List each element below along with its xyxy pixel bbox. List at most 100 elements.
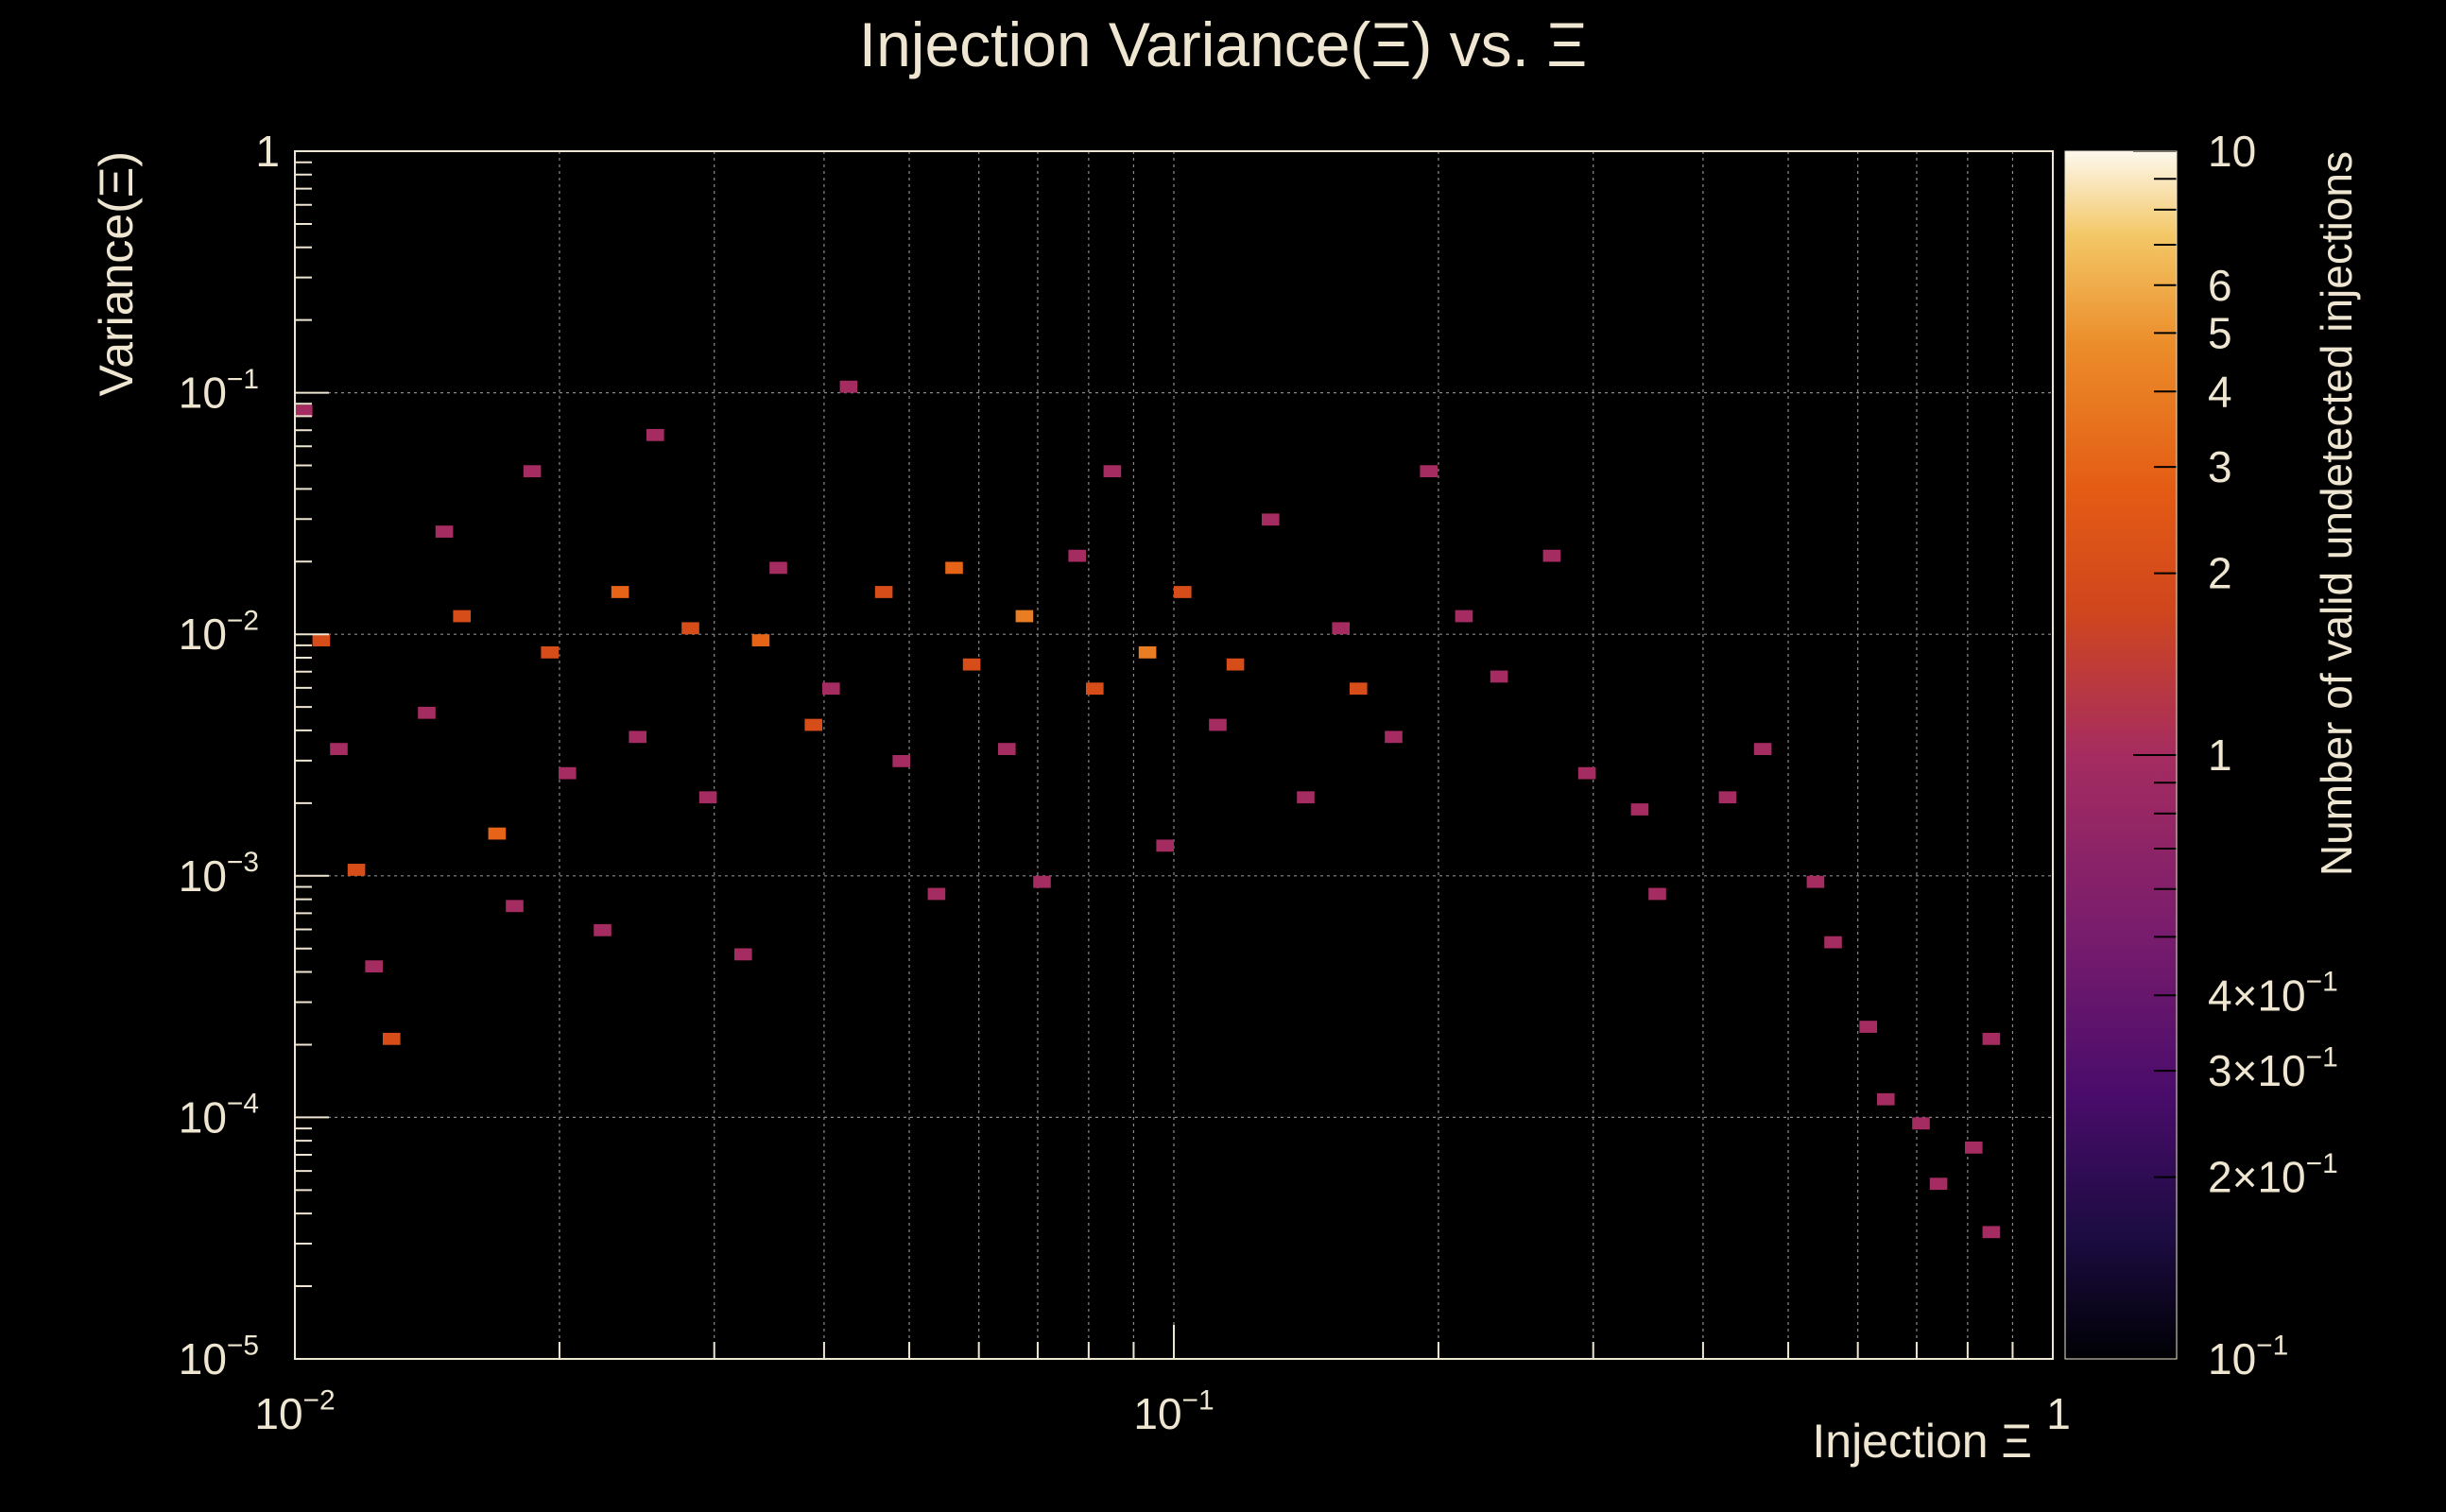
heatmap-cell [1753, 743, 1772, 755]
colorbar-tick-label-base: 10 [2208, 127, 2256, 176]
heatmap-cell [365, 960, 383, 973]
heatmap-cell [998, 743, 1016, 755]
heatmap-cell [769, 561, 787, 575]
heatmap-cell [804, 718, 822, 731]
colorbar-tick-label-exp: −1 [2306, 967, 2338, 998]
colorbar-tick-label: 6 [2208, 261, 2232, 310]
x-tick-label-base: 10 [1133, 1389, 1181, 1438]
colorbar-tick-label-exp: −1 [2256, 1330, 2288, 1361]
heatmap-cell [559, 766, 577, 780]
heatmap-cell [751, 634, 770, 646]
heatmap-cell [1824, 936, 1842, 949]
colorbar-tick-label: 4×10−1 [2208, 967, 2338, 1021]
colorbar-tick-label: 3 [2208, 442, 2232, 491]
x-tick-label-base: 10 [254, 1389, 302, 1438]
y-axis-label: Variance(Ξ) [90, 151, 143, 396]
y-tick-label-base: 10 [179, 369, 227, 418]
colorbar-tick-label: 4 [2208, 367, 2232, 416]
heatmap-cell [1490, 670, 1508, 683]
heatmap-cell [312, 634, 331, 646]
y-tick-label-exp: −4 [227, 1089, 259, 1120]
heatmap-cell [1174, 586, 1192, 598]
heatmap-cell [453, 610, 471, 623]
heatmap-cell [1859, 1021, 1877, 1033]
x-tick-label-base: 1 [2046, 1389, 2071, 1438]
colorbar-label: Number of valid undetected injections [2312, 151, 2361, 876]
heatmap-cell [1542, 549, 1561, 562]
heatmap-cell [383, 1032, 401, 1045]
heatmap-cell [1015, 610, 1034, 623]
colorbar-tick-label-base: 3×10 [2208, 1046, 2306, 1095]
y-tick-label: 1 [255, 127, 280, 176]
heatmap-cell [1982, 1226, 2001, 1239]
heatmap-cell [1103, 465, 1122, 478]
x-axis-label: Injection Ξ [1812, 1415, 2032, 1468]
colorbar-tick-label-base: 4 [2208, 367, 2232, 416]
y-tick-label-base: 10 [179, 851, 227, 901]
colorbar-tick-label: 2 [2208, 549, 2232, 598]
y-tick-labels: 110−110−210−310−410−5 [179, 127, 280, 1383]
colorbar-tick-label-base: 10 [2208, 1334, 2256, 1383]
heatmap-cell [1226, 658, 1245, 671]
heatmap-cell [629, 730, 646, 744]
heatmap-cell [1033, 875, 1051, 888]
x-tick-label-exp: −2 [303, 1384, 336, 1416]
heatmap-cells [295, 380, 2001, 1239]
heatmap-cell [646, 428, 664, 441]
heatmap-cell [839, 380, 858, 393]
heatmap-cell [945, 561, 963, 575]
x-tick-label: 10−2 [254, 1384, 335, 1438]
heatmap-cell [1332, 622, 1350, 635]
heatmap-cell [594, 923, 612, 936]
heatmap-cell [1630, 803, 1649, 816]
heatmap-cell [1965, 1141, 1983, 1154]
y-tick-label: 10−1 [179, 364, 259, 418]
colorbar-ticks [2064, 150, 2178, 1360]
heatmap-cell [418, 706, 436, 719]
heatmap-cell [1648, 887, 1666, 901]
colorbar-tick-label-base: 2 [2208, 549, 2232, 598]
heatmap-cell [541, 645, 559, 659]
heatmap-cell [1806, 875, 1825, 888]
colorbar-tick-label-base: 5 [2208, 308, 2232, 357]
heatmap-cell [435, 525, 454, 538]
y-tick-label-base: 1 [255, 127, 280, 176]
y-tick-label-exp: −1 [227, 364, 259, 395]
y-tick-label: 10−5 [179, 1330, 259, 1383]
x-tick-labels: 10−2 10−1 1 [254, 1384, 2070, 1438]
colorbar-tick-label: 10−1 [2208, 1330, 2288, 1383]
heatmap-cell [734, 948, 752, 961]
heatmap-cell [681, 622, 699, 635]
heatmap-cell [1982, 1032, 2001, 1045]
heatmap-cell [611, 586, 629, 598]
colorbar-tick-label-exp: −1 [2306, 1041, 2338, 1073]
heatmap-cell [1455, 610, 1473, 623]
heatmap-cell [488, 827, 507, 840]
axes [294, 150, 2054, 1360]
heatmap-cell [1209, 718, 1227, 731]
heatmap-cell [330, 743, 348, 755]
colorbar-tick-label-base: 1 [2208, 730, 2232, 780]
heatmap-cell [347, 864, 366, 876]
heatmap-cell [927, 887, 946, 901]
y-tick-label-base: 10 [179, 610, 227, 659]
heatmap-cell [1385, 730, 1403, 744]
heatmap-cell [1138, 645, 1157, 659]
x-tick-label: 10−1 [1133, 1384, 1214, 1438]
heatmap-cell [1086, 682, 1104, 696]
colorbar-tick-label: 1 [2208, 730, 2232, 780]
colorbar-tick-label: 5 [2208, 308, 2232, 357]
y-tick-label: 10−2 [179, 606, 259, 660]
heatmap-cell [1912, 1117, 1930, 1130]
heatmap-cell [1577, 766, 1596, 780]
heatmap-cell [295, 404, 313, 418]
heatmap-cell [1350, 682, 1368, 696]
heatmap-cell [506, 900, 524, 913]
heatmap-cell [822, 682, 840, 696]
heatmap-cell [698, 791, 717, 804]
heatmap-cell [1929, 1177, 1948, 1191]
colorbar-tick-label: 2×10−1 [2208, 1148, 2338, 1202]
heatmap-cell [523, 465, 542, 478]
